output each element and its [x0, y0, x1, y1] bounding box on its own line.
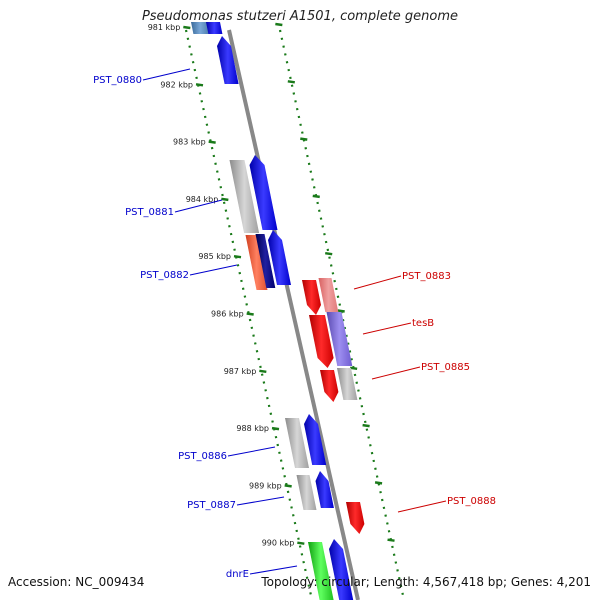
- gene-feature-pst0881[interactable]: [249, 155, 278, 230]
- gene-feature-dnre[interactable]: [329, 539, 354, 600]
- gene-label-pst-0881[interactable]: PST_0881: [125, 199, 223, 218]
- gene-label-text[interactable]: PST_0888: [447, 496, 496, 507]
- ruler-tick-label: 984 kbp: [186, 195, 219, 204]
- cog-track-dnre[interactable]: [308, 542, 334, 600]
- gene-label-pst-0888[interactable]: PST_0888: [397, 496, 496, 513]
- gene-label-text[interactable]: PST_0887: [187, 500, 236, 511]
- map-title: Pseudomonas stutzeri A1501, complete gen…: [141, 9, 459, 24]
- ruler-tick-label: 983 kbp: [173, 138, 206, 147]
- ruler-tick-right: [275, 22, 283, 27]
- gene-label-pst-0887[interactable]: PST_0887: [187, 496, 285, 511]
- cog-track-tesb[interactable]: [326, 312, 353, 366]
- ruler-tick-right: [287, 80, 295, 84]
- cog-track-pst0882-b[interactable]: [255, 234, 276, 288]
- ruler-tick-986: 986 kbp: [211, 310, 254, 319]
- gene-feature-top-blue[interactable]: [206, 22, 223, 34]
- gene-label-text[interactable]: dnrE: [226, 569, 249, 580]
- ruler-tick-right: [325, 251, 333, 256]
- gene-label-text[interactable]: PST_0883: [402, 271, 451, 282]
- genome-summary-text: Topology: circular; Length: 4,567,418 bp…: [261, 575, 591, 589]
- ruler-tick-label: 990 kbp: [262, 539, 295, 548]
- gene-label-pst-0885[interactable]: PST_0885: [371, 362, 470, 380]
- ruler-tick-984: 984 kbp: [186, 195, 229, 204]
- ruler-tick-right: [337, 309, 345, 313]
- cog-track-pst0886[interactable]: [285, 418, 309, 468]
- ruler-tick-right: [362, 423, 370, 428]
- ruler-tick-981: 981 kbp: [148, 23, 191, 32]
- gene-label-dnre[interactable]: dnrE: [226, 565, 298, 580]
- gene-feature-pst0883[interactable]: [302, 280, 321, 315]
- gene-label-text[interactable]: PST_0880: [93, 75, 142, 86]
- cog-track-pst0882[interactable]: [245, 235, 268, 290]
- gene-feature-pst0887[interactable]: [315, 471, 334, 508]
- gene-label-text[interactable]: PST_0881: [125, 207, 174, 218]
- ruler-tick-label: 985 kbp: [198, 252, 231, 261]
- gene-label-text[interactable]: PST_0885: [421, 362, 470, 373]
- ruler-tick-right: [349, 366, 358, 371]
- ruler-tick-label: 988 kbp: [236, 424, 269, 433]
- gene-feature-top-gray[interactable]: [191, 22, 210, 34]
- backbone-line: [227, 29, 360, 600]
- ruler-tick-label: 982 kbp: [160, 80, 193, 89]
- ruler-tick-990: 990 kbp: [262, 539, 305, 548]
- ruler-tick-988: 988 kbp: [236, 424, 280, 433]
- gene-label-tesb[interactable]: tesB: [362, 318, 434, 335]
- ruler-track-right: [278, 29, 406, 600]
- ruler-tick-label: 981 kbp: [148, 23, 181, 32]
- gene-label-pst-0880[interactable]: PST_0880: [93, 68, 191, 86]
- ruler-tick-right: [374, 481, 383, 485]
- gene-feature-pst0882[interactable]: [268, 230, 291, 285]
- ruler-tick-right: [387, 538, 395, 542]
- accession-text: Accession: NC_009434: [8, 575, 145, 589]
- cog-track-pst0885[interactable]: [337, 368, 358, 400]
- ruler-tick-987: 987 kbp: [224, 367, 267, 376]
- gene-feature-tesb[interactable]: [309, 315, 334, 368]
- cog-track-pst0881[interactable]: [229, 160, 260, 233]
- ruler-tick-label: 986 kbp: [211, 310, 244, 319]
- gene-feature-pst0886[interactable]: [304, 414, 327, 465]
- gene-label-pst-0883[interactable]: PST_0883: [353, 271, 451, 290]
- ruler-tick-right: [312, 194, 320, 199]
- gene-feature-pst0885[interactable]: [320, 370, 339, 402]
- gene-label-pst-0882[interactable]: PST_0882: [140, 264, 238, 281]
- gene-label-text[interactable]: PST_0882: [140, 270, 189, 281]
- ruler-tick-982: 982 kbp: [160, 80, 204, 89]
- ruler-track-left: [184, 29, 314, 600]
- gene-label-text[interactable]: PST_0886: [178, 451, 227, 462]
- ruler-tick-right: [300, 137, 308, 141]
- cog-track-pst0887[interactable]: [296, 475, 317, 510]
- ruler-tick-label: 989 kbp: [249, 481, 282, 490]
- gene-feature-pst0888[interactable]: [346, 502, 365, 534]
- ruler-tick-989: 989 kbp: [249, 481, 292, 490]
- ruler-tick-983: 983 kbp: [173, 138, 216, 147]
- gene-label-text[interactable]: tesB: [412, 318, 434, 329]
- gene-label-pst-0886[interactable]: PST_0886: [178, 446, 276, 462]
- ruler-tick-label: 987 kbp: [224, 367, 257, 376]
- cog-track-pst0883[interactable]: [318, 278, 339, 312]
- ruler-tick-985: 985 kbp: [198, 252, 242, 261]
- gene-feature-pst0880[interactable]: [217, 36, 239, 84]
